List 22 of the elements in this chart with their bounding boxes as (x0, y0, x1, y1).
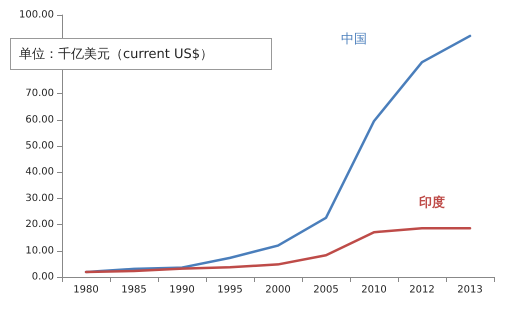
series-label: 印度 (419, 194, 445, 210)
y-tick-label: 60.00 (25, 114, 54, 126)
y-tick-label: 20.00 (25, 219, 54, 230)
y-tick-label: 40.00 (25, 166, 54, 178)
x-tick-label: 2012 (409, 284, 435, 296)
y-tick-label: 30.00 (25, 192, 54, 204)
x-tick-label: 1990 (169, 284, 195, 296)
y-tick-label: 100.00 (19, 10, 54, 20)
note-box: 单位：千亿美元（current US$） (10, 38, 272, 70)
x-tick-label: 2000 (265, 284, 291, 296)
y-tick-label: 10.00 (25, 245, 54, 256)
x-tick-label: 2005 (313, 284, 339, 296)
y-tick-label: 70.00 (25, 88, 54, 100)
x-tick-label: 2013 (457, 284, 483, 296)
text: 中国 (341, 32, 367, 48)
x-tick-label: 1985 (121, 284, 147, 296)
line-series (84, 227, 472, 274)
y-tick-label: 0.00 (32, 272, 54, 282)
x-tick-label: 1995 (217, 284, 243, 296)
x-tick-label: 2010 (361, 284, 387, 296)
x-tick-label: 1980 (73, 284, 99, 296)
y-tick-label: 50.00 (25, 140, 54, 152)
